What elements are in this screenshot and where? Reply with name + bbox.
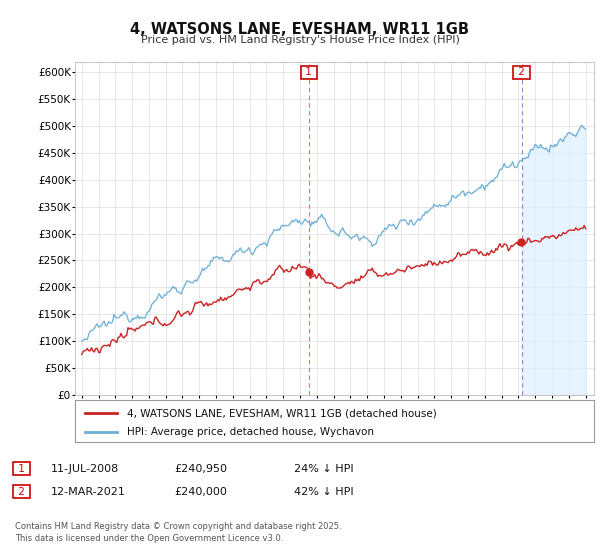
Text: 12-MAR-2021: 12-MAR-2021 [51, 487, 126, 497]
Text: Contains HM Land Registry data © Crown copyright and database right 2025.
This d: Contains HM Land Registry data © Crown c… [15, 522, 341, 543]
Text: 1: 1 [15, 464, 28, 474]
Text: 1: 1 [302, 67, 316, 77]
Text: 2: 2 [515, 67, 528, 77]
Text: 11-JUL-2008: 11-JUL-2008 [51, 464, 119, 474]
Text: £240,950: £240,950 [174, 464, 227, 474]
Text: 2: 2 [15, 487, 28, 497]
Text: Price paid vs. HM Land Registry's House Price Index (HPI): Price paid vs. HM Land Registry's House … [140, 35, 460, 45]
Text: HPI: Average price, detached house, Wychavon: HPI: Average price, detached house, Wych… [127, 427, 374, 437]
Text: 24% ↓ HPI: 24% ↓ HPI [294, 464, 353, 474]
Text: 4, WATSONS LANE, EVESHAM, WR11 1GB: 4, WATSONS LANE, EVESHAM, WR11 1GB [131, 22, 470, 38]
Text: 42% ↓ HPI: 42% ↓ HPI [294, 487, 353, 497]
Text: 4, WATSONS LANE, EVESHAM, WR11 1GB (detached house): 4, WATSONS LANE, EVESHAM, WR11 1GB (deta… [127, 408, 437, 418]
Text: £240,000: £240,000 [174, 487, 227, 497]
